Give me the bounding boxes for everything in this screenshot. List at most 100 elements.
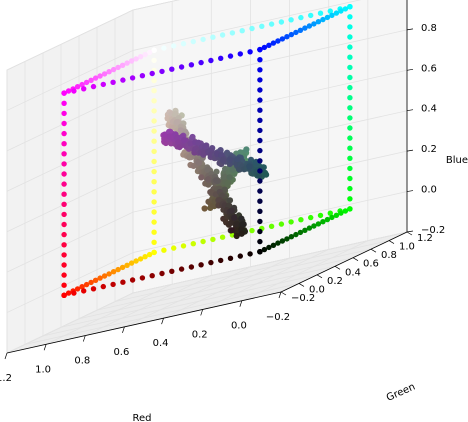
data-point [320,219,326,225]
z-tick-label: 0.4 [421,104,437,115]
data-point [288,31,295,38]
data-point [79,284,85,290]
data-point [151,98,157,104]
data-point [106,69,112,75]
data-point [205,166,212,173]
data-point [169,268,175,274]
data-point [65,290,72,296]
data-point [61,141,67,147]
data-point [198,59,204,66]
data-point [200,36,206,43]
data-point [146,49,153,56]
data-point [65,88,72,94]
data-point [226,197,234,204]
data-point [268,21,275,27]
data-point [61,262,67,268]
data-point [151,158,157,165]
data-point [151,47,157,53]
data-point [151,88,157,94]
z-tick-label: 0.0 [421,185,437,196]
data-point [61,90,67,96]
data-point [124,60,130,66]
data-point [71,88,77,94]
data-point [347,84,353,91]
data-point [142,254,148,260]
data-point [190,38,196,45]
data-point [297,27,304,33]
data-point [298,14,304,21]
data-point [263,171,270,178]
data-point [333,10,340,16]
data-point [239,28,245,34]
data-point [119,264,126,271]
data-point [190,241,196,247]
data-point [146,251,153,258]
data-point [268,223,275,229]
data-point [257,238,263,245]
data-point [178,266,185,272]
data-point [317,212,324,219]
data-point [229,30,236,36]
data-point [347,175,353,182]
data-point [261,44,268,51]
data-point [151,118,157,124]
data-point [347,105,353,111]
data-point [257,57,263,63]
y-axis-label: Green [385,382,417,404]
data-point [100,81,107,88]
data-point [151,179,157,185]
data-point [161,247,167,253]
data-point [288,234,295,240]
data-point [133,56,139,62]
data-point [97,73,103,79]
data-point [195,139,202,146]
data-point [249,227,255,234]
data-point [257,137,263,144]
data-point [200,238,206,245]
data-point [347,185,353,192]
y-tick-label: 1.0 [399,242,415,253]
data-point [257,97,263,103]
data-point [61,120,67,127]
data-point [311,21,317,27]
data-point [317,10,324,16]
data-point [240,221,247,228]
data-point [61,242,67,248]
data-point [219,32,226,38]
data-point [257,107,263,113]
data-point [61,110,67,117]
data-point [338,8,344,14]
data-point [270,242,277,248]
data-point [327,8,333,14]
data-point [159,270,165,277]
data-point [208,259,214,266]
data-point [266,244,272,251]
data-point [195,159,202,166]
data-point [347,196,353,202]
data-point [347,64,353,71]
tick-labels: −0.2−0.2−0.20.00.00.00.20.20.20.40.40.40… [0,23,445,384]
data-point [151,168,157,175]
data-point [311,223,317,229]
data-point [110,281,116,288]
y-tick-label: 0.4 [345,267,361,278]
data-point [88,279,94,286]
data-point [218,257,224,264]
data-point [81,288,87,294]
data-point [83,281,90,288]
data-point [110,79,116,86]
data-point [320,16,326,23]
data-point [257,198,263,204]
data-point [171,43,177,49]
grid-lines [6,0,408,354]
data-point [347,3,353,10]
data-point [161,45,167,51]
data-point [149,70,155,77]
data-point [257,117,263,124]
data-point [61,282,67,288]
data-point [88,77,94,84]
data-point [61,292,67,298]
y-tick-label: 0.0 [309,284,325,295]
x-tick-label: 1.2 [0,373,12,384]
data-point [288,219,294,225]
